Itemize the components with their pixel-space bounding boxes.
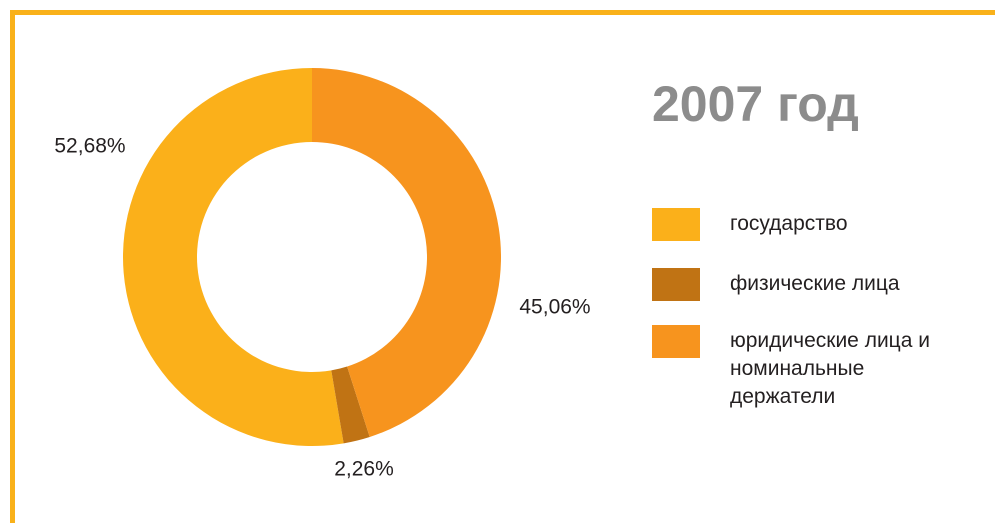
donut-slice (122, 68, 344, 446)
donut-slice (312, 68, 501, 437)
legend-swatch (652, 208, 700, 241)
legend-label: государство (730, 212, 848, 235)
legend-label: физические лица (730, 272, 900, 295)
chart-title: 2007 год (652, 76, 859, 132)
data-label: 45,06% (519, 296, 590, 319)
data-label: 52,68% (54, 135, 125, 158)
donut-slice (331, 366, 370, 444)
data-label: 2,26% (334, 458, 394, 481)
legend-swatch (652, 325, 700, 358)
legend-swatch (652, 268, 700, 301)
legend-label: юридические лица и номинальные держатели (730, 329, 930, 408)
frame (10, 10, 995, 523)
